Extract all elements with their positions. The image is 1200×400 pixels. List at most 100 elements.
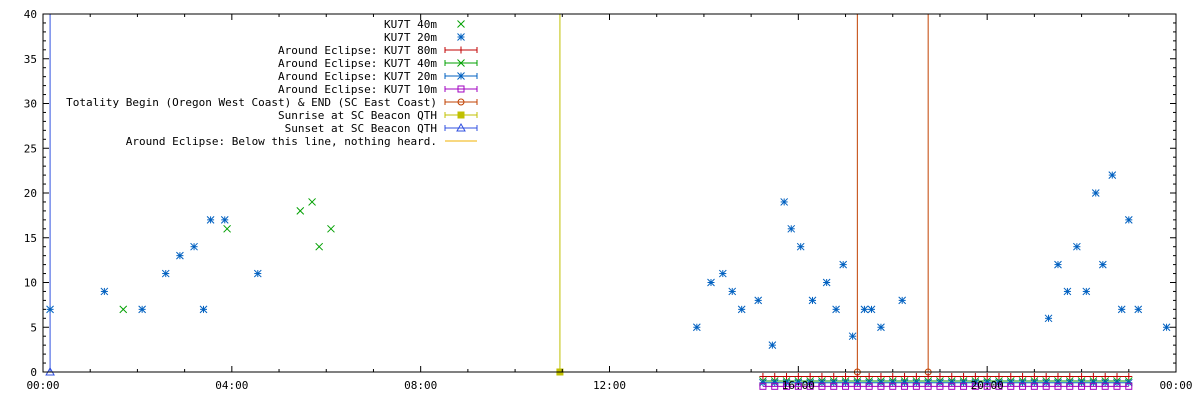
eclipse-row-point (995, 372, 1003, 380)
eclipse-row-point (912, 382, 920, 390)
eclipse-row-point (1054, 382, 1062, 390)
y-tick-label: 20 (24, 187, 37, 200)
y-tick-label: 35 (24, 53, 37, 66)
eclipse-row-point (1089, 378, 1098, 387)
legend-marker (457, 20, 465, 28)
eclipse-row-point (1065, 378, 1074, 387)
eclipse-row-point (947, 378, 956, 387)
legend-label: Around Eclipse: Below this line, nothing… (126, 135, 437, 148)
eclipse-row-point (770, 378, 779, 387)
data-point (839, 260, 848, 269)
eclipse-row-point (983, 372, 991, 380)
eclipse-row-point (1089, 372, 1097, 380)
eclipse-row-point (1124, 378, 1133, 387)
eclipse-row-point (853, 378, 862, 387)
eclipse-row-point (1019, 372, 1027, 380)
eclipse-row-point (1066, 382, 1074, 390)
data-point (190, 242, 198, 251)
legend-item: Around Eclipse: KU7T 40m (278, 57, 478, 70)
data-point (1054, 260, 1062, 269)
eclipse-row-point (948, 382, 956, 390)
eclipse-row-point (829, 378, 838, 387)
eclipse-row-point (924, 378, 933, 387)
data-point (1044, 314, 1053, 323)
legend-item: Around Eclipse: KU7T 10m (278, 83, 478, 96)
legend-label: Around Eclipse: KU7T 80m (278, 44, 437, 57)
eclipse-row-point (1078, 372, 1086, 380)
legend-marker (457, 98, 465, 106)
eclipse-row-point (794, 382, 802, 390)
eclipse-row-point (1077, 378, 1086, 387)
eclipse-row-point (771, 372, 779, 380)
plot-frame (42, 13, 1177, 373)
eclipse-row-point (936, 378, 944, 387)
eclipse-row-point (818, 372, 826, 380)
legend-marker (457, 111, 465, 119)
data-point (176, 251, 184, 260)
eclipse-row-point (1101, 382, 1109, 390)
x-tick-label: 08:00 (404, 379, 437, 392)
data-point (877, 323, 885, 332)
eclipse-row-point (877, 382, 885, 390)
eclipse-row-point (806, 382, 814, 390)
data-point (223, 224, 231, 233)
data-point (46, 305, 54, 314)
plot-layer (43, 14, 1176, 390)
data-point (1091, 189, 1100, 197)
x-tick-label: 12:00 (593, 379, 626, 392)
data-point (253, 269, 262, 278)
x-tick-label: 00:00 (26, 379, 59, 392)
eclipse-row-point (1078, 382, 1086, 390)
data-point (1098, 260, 1107, 269)
eclipse-row-point (830, 382, 838, 390)
data-point (728, 287, 737, 296)
eclipse-row-point (1018, 378, 1027, 387)
data-point (206, 215, 215, 224)
data-point (1108, 171, 1117, 179)
eclipse-row-point (865, 382, 873, 390)
data-point (832, 305, 840, 314)
data-point (796, 242, 805, 251)
data-point (296, 207, 305, 215)
eclipse-row-point (924, 372, 932, 380)
eclipse-row-point (1054, 378, 1062, 387)
data-point (898, 296, 907, 305)
data-point (787, 224, 796, 233)
eclipse-row-point (912, 378, 921, 387)
eclipse-row-point (889, 372, 897, 380)
legend-label: Sunset at SC Beacon QTH (285, 122, 437, 135)
eclipse-row-point (936, 382, 944, 390)
data-point (737, 305, 746, 314)
data-point (1073, 242, 1081, 251)
eclipse-row-point (995, 378, 1003, 387)
data-point (1117, 305, 1126, 314)
eclipse-row-point (842, 382, 850, 390)
eclipse-row-point (865, 378, 873, 387)
eclipse-row-point (818, 382, 826, 390)
legend-label: Around Eclipse: KU7T 20m (278, 70, 437, 83)
axis-layer: 0 5 10 15 20 25 30 35 40 00:00 04:00 08:00 12:00 16:0… (24, 8, 1193, 392)
eclipse-row-point (1125, 372, 1133, 380)
eclipse-row-point (983, 382, 991, 390)
data-point (100, 287, 109, 296)
eclipse-row-point (1042, 382, 1050, 390)
eclipse-row-point (1030, 372, 1038, 380)
eclipse-row-point (794, 372, 802, 380)
legend-item: Sunrise at SC Beacon QTH (278, 109, 478, 122)
data-point (692, 323, 701, 332)
eclipse-row-point (830, 372, 838, 380)
eclipse-row-point (1113, 382, 1121, 390)
legend-marker (456, 122, 466, 132)
eclipse-row-point (889, 382, 897, 390)
eclipse-row-point (971, 382, 979, 390)
eclipse-row-point (771, 382, 779, 390)
data-point (808, 296, 817, 305)
x-tick-label: 20:00 (971, 379, 1004, 392)
eclipse-row-point (1019, 382, 1027, 390)
eclipse-row-point (936, 372, 944, 380)
data-point (1063, 287, 1072, 296)
data-point (867, 305, 876, 314)
eclipse-row-point (971, 372, 979, 380)
eclipse-row-point (782, 378, 791, 387)
eclipse-row-point (806, 372, 814, 380)
